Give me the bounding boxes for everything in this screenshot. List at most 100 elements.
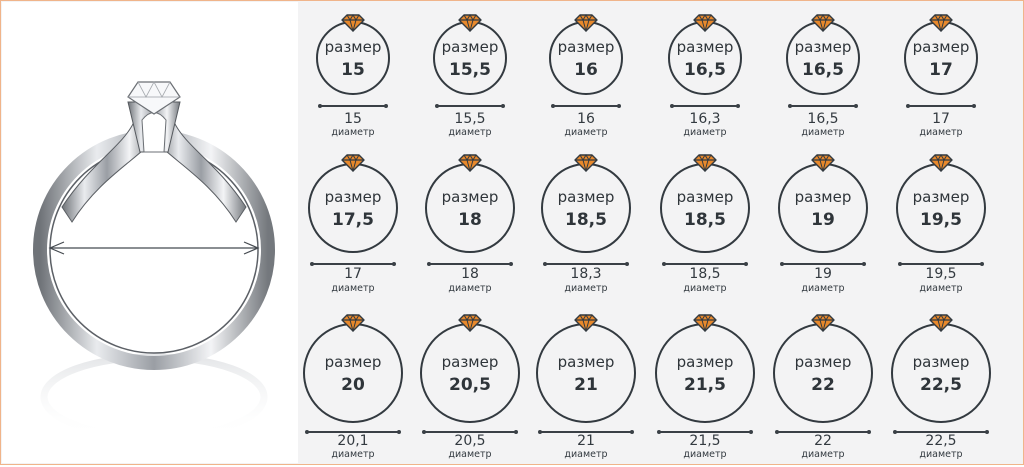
- diameter-value: 17: [932, 111, 950, 127]
- diameter-line-end: [736, 103, 740, 108]
- diameter-label: диаметр: [448, 127, 492, 138]
- diameter-line: [545, 263, 627, 265]
- diamond-icon: [574, 314, 598, 332]
- diameter-line: [659, 431, 751, 433]
- diamond-icon: [693, 154, 717, 172]
- diameter-line-end: [749, 429, 753, 434]
- diameter-line: [540, 431, 632, 433]
- diameter-line-end: [384, 103, 388, 108]
- diameter-label: диаметр: [331, 283, 375, 294]
- size-label: размер: [441, 38, 499, 56]
- diameter-value: 16,5: [807, 111, 839, 127]
- diameter-label: диаметр: [801, 283, 845, 294]
- diameter-line-end: [972, 103, 976, 108]
- diameter-line-end: [318, 103, 322, 108]
- diameter-line-end: [305, 429, 309, 434]
- diameter-label: диаметр: [564, 127, 608, 138]
- diameter-line-end: [514, 429, 518, 434]
- ring-circle: размер 16,5: [786, 21, 860, 95]
- ring-illustration: [33, 81, 275, 441]
- ring-circle: размер 20: [303, 323, 403, 423]
- diameter-label: диаметр: [564, 283, 608, 294]
- ring-circle: размер 18: [425, 163, 515, 253]
- size-label: размер: [441, 188, 499, 206]
- size-label: размер: [441, 353, 499, 371]
- ring-circle: размер 16,5: [668, 21, 742, 95]
- diameter-line-end: [310, 261, 314, 266]
- size-label: размер: [676, 188, 734, 206]
- diameter-line-end: [392, 261, 396, 266]
- diameter-line: [312, 263, 394, 265]
- size-value: 22,5: [920, 375, 962, 395]
- diameter-line-end: [788, 103, 792, 108]
- diameter-line-end: [422, 429, 426, 434]
- size-value: 16,5: [802, 60, 844, 80]
- ring-circle: размер 18,5: [541, 163, 631, 253]
- ring-circle: размер 15,5: [433, 21, 507, 95]
- diameter-value: 22: [814, 433, 832, 449]
- diameter-line: [307, 431, 399, 433]
- size-value: 21,5: [684, 375, 726, 395]
- ring-circle: размер 19,5: [896, 163, 986, 253]
- diameter-line: [320, 105, 386, 107]
- diamond-icon: [574, 14, 598, 32]
- diamond-icon: [929, 14, 953, 32]
- diameter-line: [672, 105, 738, 107]
- diameter-value: 22,5: [925, 433, 957, 449]
- diameter-label: диаметр: [683, 449, 727, 460]
- diameter-line: [895, 431, 987, 433]
- diameter-line-end: [906, 103, 910, 108]
- diameter-label: диаметр: [331, 449, 375, 460]
- diamond-icon: [693, 314, 717, 332]
- diameter-line-end: [617, 103, 621, 108]
- diamond-icon: [929, 154, 953, 172]
- diameter-line-end: [670, 103, 674, 108]
- diameter-line-end: [780, 261, 784, 266]
- size-value: 20,5: [449, 375, 491, 395]
- diameter-line-end: [744, 261, 748, 266]
- ring-photo: [2, 2, 298, 463]
- diameter-value: 20,5: [454, 433, 486, 449]
- diameter-label: диаметр: [331, 127, 375, 138]
- diameter-label: диаметр: [801, 127, 845, 138]
- size-label: размер: [676, 38, 734, 56]
- size-label: размер: [794, 188, 852, 206]
- diameter-value: 19,5: [925, 266, 957, 282]
- diameter-line-end: [985, 429, 989, 434]
- diameter-line-end: [893, 429, 897, 434]
- size-value: 19,5: [920, 210, 962, 230]
- diameter-line: [900, 263, 982, 265]
- diamond-icon: [341, 314, 365, 332]
- diamond-icon: [458, 314, 482, 332]
- diameter-line-end: [854, 103, 858, 108]
- size-value: 20: [341, 375, 365, 395]
- ring-circle: размер 17,5: [308, 163, 398, 253]
- ring-circle: размер 21,5: [655, 323, 755, 423]
- diamond-icon: [929, 314, 953, 332]
- size-value: 18,5: [565, 210, 607, 230]
- diameter-line-end: [775, 429, 779, 434]
- diameter-label: диаметр: [683, 283, 727, 294]
- ring-circle: размер 18,5: [660, 163, 750, 253]
- size-label: размер: [912, 353, 970, 371]
- diamond-icon: [458, 14, 482, 32]
- diameter-line-end: [427, 261, 431, 266]
- size-label: размер: [324, 38, 382, 56]
- size-value: 17,5: [332, 210, 374, 230]
- size-value: 15,5: [449, 60, 491, 80]
- size-value: 21: [574, 375, 598, 395]
- size-value: 16,5: [684, 60, 726, 80]
- diameter-line-end: [397, 429, 401, 434]
- size-label: размер: [557, 38, 615, 56]
- diamond-icon: [811, 314, 835, 332]
- diamond-icon: [341, 154, 365, 172]
- diameter-label: диаметр: [801, 449, 845, 460]
- size-value: 16: [574, 60, 598, 80]
- diameter-label: диаметр: [919, 449, 963, 460]
- diameter-label: диаметр: [683, 127, 727, 138]
- ring-circle: размер 19: [778, 163, 868, 253]
- size-label: размер: [676, 353, 734, 371]
- diameter-value: 15,5: [454, 111, 486, 127]
- ring-circle: размер 15: [316, 21, 390, 95]
